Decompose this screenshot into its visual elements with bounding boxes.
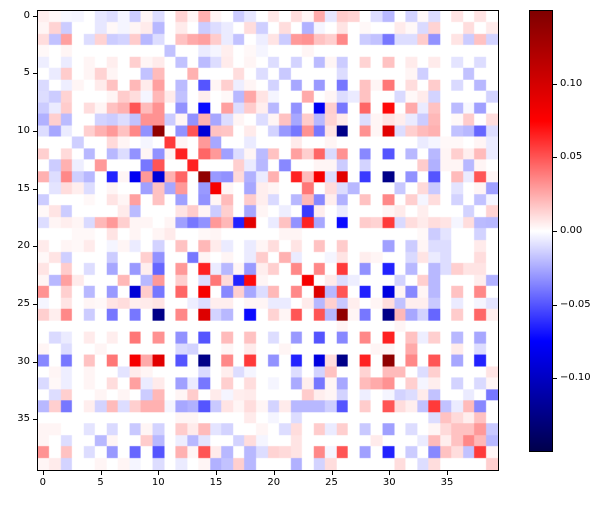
colorbar-tick-label: −0.10 [560,372,591,384]
colorbar [529,10,553,452]
x-axis-tick-label: 5 [97,477,104,488]
y-axis-tick [33,73,37,75]
x-axis-tick-label: 30 [382,477,396,488]
x-axis-tick-label: 15 [209,477,223,488]
y-axis-tick-label: 5 [23,67,30,79]
x-axis-tick [389,471,391,475]
colorbar-tick [553,304,557,306]
x-axis-tick [42,471,44,475]
y-axis-tick [33,419,37,421]
y-axis-tick [33,361,37,363]
y-axis-tick-label: 35 [17,413,30,425]
y-axis-tick [33,131,37,132]
y-axis-tick [33,15,37,17]
y-axis-tick-label: 25 [17,297,30,309]
colorbar-tick-label: 0.05 [560,151,583,163]
x-axis-tick-label: 0 [39,477,46,488]
colorbar-tick [553,157,557,159]
x-axis-tick-label: 20 [267,477,281,488]
heatmap-canvas [38,11,498,470]
x-axis-tick [158,471,160,475]
y-axis-tick [33,303,37,305]
colorbar-tick [553,83,557,85]
heatmap-plot-area [37,10,499,471]
colorbar-tick [553,231,557,232]
x-axis-tick [331,471,333,475]
x-axis-tick [447,471,449,475]
colorbar-tick-label: 0.10 [560,77,583,89]
x-axis-tick-label: 25 [325,477,338,488]
y-axis-tick-label: 30 [17,355,30,367]
y-axis-tick-label: 20 [17,240,30,252]
x-axis-tick [216,471,218,475]
x-axis-tick-label: 35 [440,477,454,488]
colorbar-tick [553,378,557,380]
y-axis-tick [33,188,37,190]
x-axis-tick [273,471,275,475]
colorbar-gradient [530,11,552,451]
colorbar-tick-label: 0.00 [560,225,583,236]
colorbar-tick-label: −0.05 [560,298,591,310]
x-axis-tick-label: 10 [151,477,165,488]
y-axis-tick [33,246,37,248]
x-axis-tick [100,471,102,475]
y-axis-tick-label: 10 [17,125,30,136]
y-axis-tick-label: 0 [23,9,30,21]
y-axis-tick-label: 15 [17,182,30,194]
